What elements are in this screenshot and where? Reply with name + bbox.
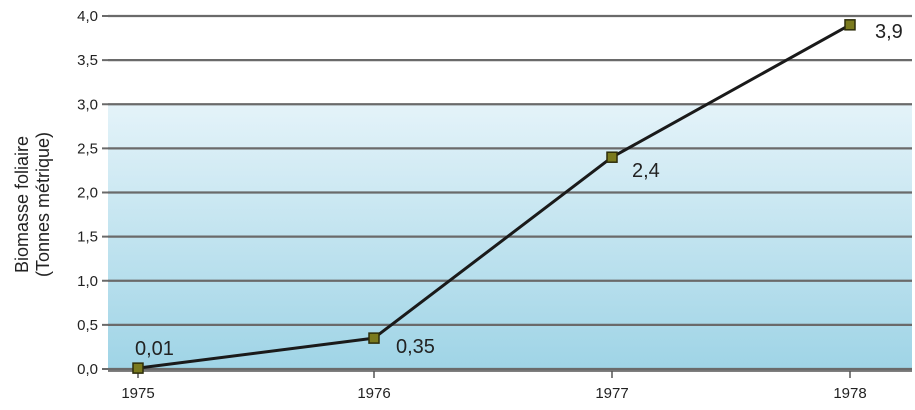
data-label: 0,35 (396, 336, 435, 358)
y-tick-label: 2,0 (77, 185, 98, 202)
y-tick-label: 3,0 (77, 96, 98, 113)
y-tick-label: 4,0 (77, 8, 98, 25)
data-label: 3,9 (875, 21, 903, 43)
data-point-marker (844, 19, 856, 31)
data-point-marker (132, 362, 144, 374)
y-tick-label: 0,0 (77, 361, 98, 378)
x-tick-label: 1975 (121, 385, 154, 402)
series-group (132, 19, 856, 374)
y-tick-label: 3,5 (77, 52, 98, 69)
x-axis (108, 370, 912, 378)
y-tick-label: 2,5 (77, 140, 98, 157)
gridlines (102, 14, 912, 371)
data-point-marker (606, 151, 618, 163)
x-tick-label: 1978 (833, 385, 866, 402)
data-label: 0,01 (135, 338, 174, 360)
data-labels: 0,01 0,35 2,4 3,9 (135, 21, 903, 360)
y-axis-title: Biomasse foliaire (Tonnes métrique) (12, 132, 53, 277)
x-tick-label: 1976 (357, 385, 390, 402)
y-axis-label: Biomasse foliaire (12, 136, 32, 273)
series-line (137, 23, 851, 370)
y-tick-label: 0,5 (77, 317, 98, 334)
y-tick-label: 1,0 (77, 273, 98, 290)
y-tick-label: 1,5 (77, 229, 98, 246)
data-label: 2,4 (632, 160, 660, 182)
x-tick-labels: 1975 1976 1977 1978 (121, 385, 866, 402)
y-tick-labels: 0,0 0,5 1,0 1,5 2,0 2,5 3,0 3,5 4,0 (77, 8, 98, 378)
x-tick-label: 1977 (595, 385, 628, 402)
data-point-marker (368, 332, 380, 344)
y-axis-unit-label: (Tonnes métrique) (33, 132, 53, 277)
